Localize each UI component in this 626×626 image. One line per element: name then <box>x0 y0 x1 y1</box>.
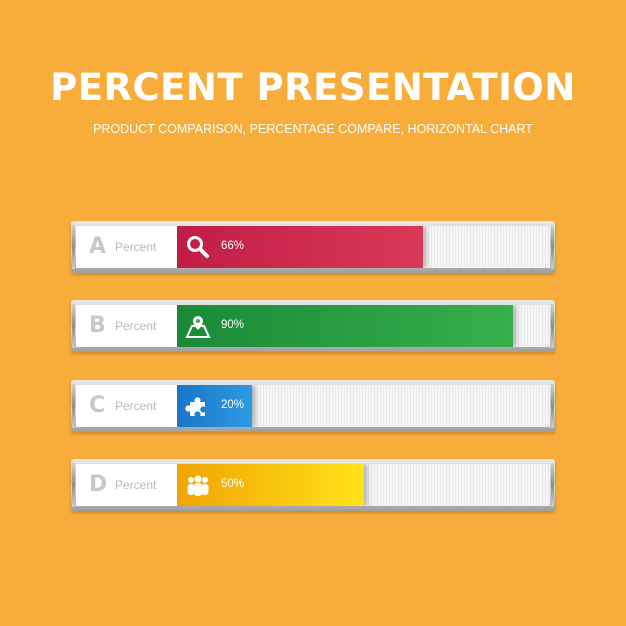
page-title: PERCENT PRESENTATION <box>50 66 576 109</box>
category-letter: C <box>89 393 106 418</box>
magnifier-icon <box>177 226 219 268</box>
bar-track: 66% <box>177 226 550 268</box>
row-caption: Percent <box>115 399 157 413</box>
bar-track: 50% <box>177 464 550 506</box>
category-letter: D <box>89 472 108 497</box>
bar-value-label: 90% <box>221 319 245 331</box>
row-caption: Percent <box>115 240 157 254</box>
row-caption: Percent <box>115 319 157 333</box>
row-end-cap <box>551 463 554 507</box>
bar-track: 20% <box>177 385 550 427</box>
bar-fill-b: 90% <box>177 305 513 347</box>
row-end-cap <box>551 225 554 269</box>
row-label-panel: C Percent <box>76 385 177 427</box>
category-letter: A <box>89 234 107 259</box>
bar-fill-a: 66% <box>177 226 423 268</box>
row-label-panel: D Percent <box>76 464 177 506</box>
bar-fill-c: 20% <box>177 385 252 427</box>
row-end-cap <box>551 384 554 428</box>
row-end-cap <box>72 384 75 428</box>
bar-row-c: C Percent 20% <box>71 380 555 432</box>
bar-value-label: 20% <box>221 399 245 411</box>
bar-fill-d: 50% <box>177 464 364 506</box>
bar-row-a: A Percent 66% <box>71 221 555 273</box>
bar-row-d: D Percent 50% <box>71 459 555 511</box>
people-icon <box>177 464 219 506</box>
row-end-cap <box>72 463 75 507</box>
bar-value-label: 50% <box>221 478 245 490</box>
category-letter: B <box>89 313 106 338</box>
row-label-panel: B Percent <box>76 305 177 347</box>
page-subtitle: PRODUCT COMPARISON, PERCENTAGE COMPARE, … <box>93 122 533 136</box>
map-pin-icon <box>177 305 219 347</box>
row-end-cap <box>72 225 75 269</box>
puzzle-piece-icon <box>177 385 219 427</box>
bar-value-label: 66% <box>221 240 245 252</box>
bar-row-b: B Percent 90% <box>71 300 555 352</box>
bar-track: 90% <box>177 305 550 347</box>
row-end-cap <box>72 304 75 348</box>
row-end-cap <box>551 304 554 348</box>
row-caption: Percent <box>115 478 157 492</box>
row-label-panel: A Percent <box>76 226 177 268</box>
